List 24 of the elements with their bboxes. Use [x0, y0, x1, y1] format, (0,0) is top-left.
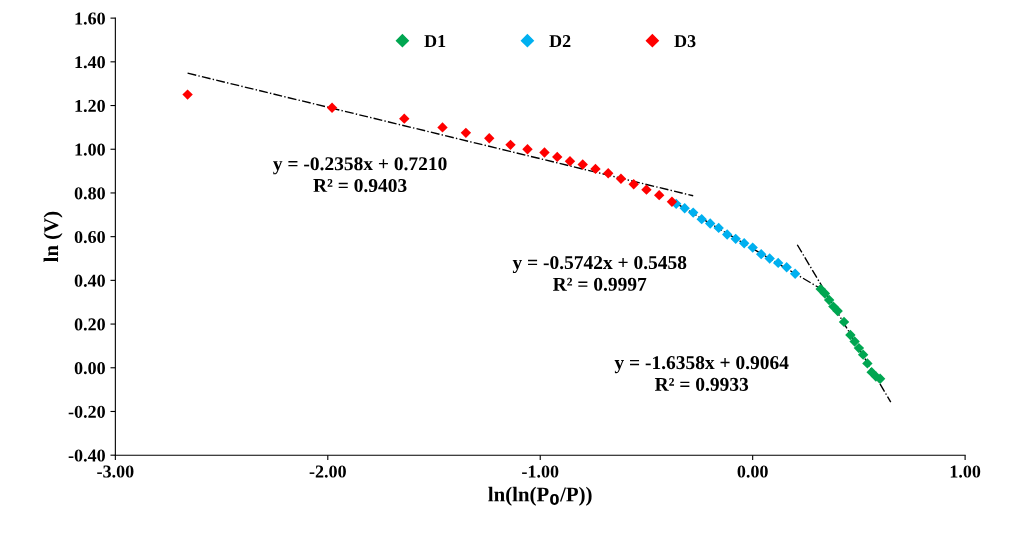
x-tick-label: -3.00	[97, 465, 134, 478]
y-tick-label: 1.00	[75, 143, 105, 156]
annotation: y = -0.5742x + 0.5458 R² = 0.9997	[512, 255, 687, 291]
x-tick-label: -2.00	[309, 465, 346, 478]
y-tick-label: 1.20	[75, 99, 105, 113]
y-tick-label: 1.40	[75, 56, 105, 69]
x-tick-label: -1.00	[522, 465, 559, 478]
annotation: y = -0.2358x + 0.7210 R² = 0.9403	[273, 157, 447, 193]
legend-label: D3	[674, 35, 696, 48]
x-axis-title: ln(ln(P$_{0}$/P))	[488, 486, 592, 506]
y-tick-label: 0.60	[74, 230, 105, 244]
legend-label: D2	[549, 35, 571, 48]
y-tick-label: -0.20	[68, 405, 105, 418]
y-tick-label: -0.40	[68, 449, 105, 462]
annotation: y = -1.6358x + 0.9064 R² = 0.9933	[614, 356, 789, 391]
y-tick-label: 0.00	[74, 362, 105, 375]
legend-label: D1	[424, 35, 446, 48]
x-tick-label: 0.00	[737, 465, 768, 478]
y-tick-label: 0.20	[74, 318, 105, 331]
y-tick-label: 0.40	[74, 274, 105, 287]
y-axis-title: ln (V)	[43, 211, 63, 262]
y-tick-label: 0.80	[74, 187, 105, 200]
x-tick-label: 1.00	[950, 465, 981, 478]
y-tick-label: 1.60	[75, 12, 105, 25]
